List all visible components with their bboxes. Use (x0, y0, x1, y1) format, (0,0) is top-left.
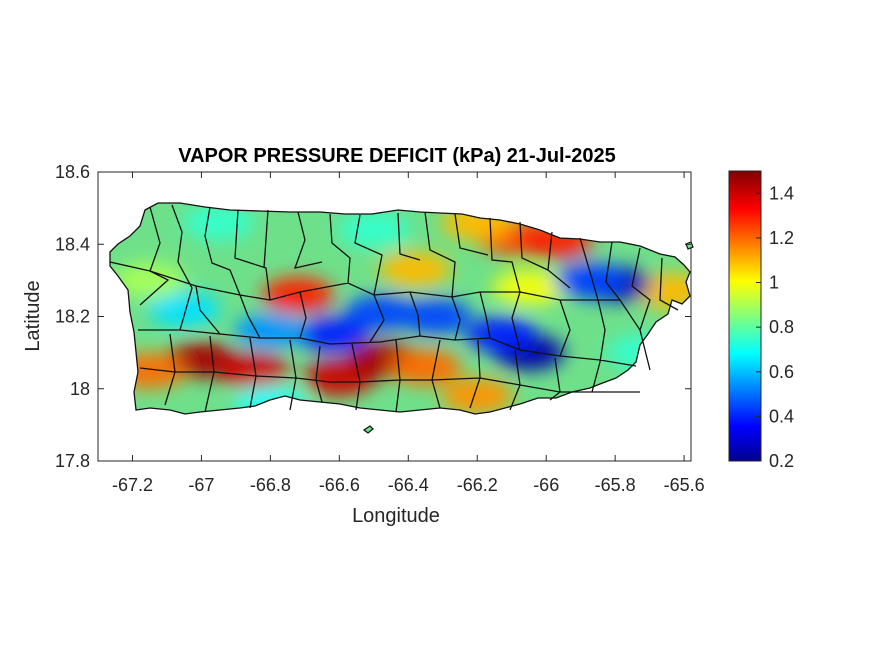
x-tick-label: -67.2 (112, 475, 153, 495)
y-axis-label: Latitude (22, 280, 44, 351)
x-tick-label: -66.4 (388, 475, 429, 495)
vpd-sample-19 (399, 298, 472, 335)
x-tick-label: -65.8 (595, 475, 636, 495)
vpd-sample-13 (492, 269, 565, 306)
heatmap-blobs (113, 204, 690, 414)
vpd-sample-4 (389, 349, 462, 386)
colorbar: 1.4 1.2 1 0.8 0.6 0.4 0.2 (728, 170, 794, 471)
x-tick-label: -66.8 (250, 475, 291, 495)
colorbar-tick-label: 0.2 (769, 451, 794, 471)
x-axis-label: Longitude (352, 505, 440, 527)
caja-de-muertos-islet (362, 425, 374, 434)
island-coastline (109, 202, 691, 415)
vpd-sample-17 (465, 316, 538, 353)
map-title: VAPOR PRESSURE DEFICIT (kPa) 21-Jul-2025 (178, 145, 616, 167)
colorbar-tick-label: 1 (769, 273, 779, 293)
municipal-boundaries (109, 202, 691, 415)
vpd-sample-22 (148, 291, 221, 328)
colorbar-ticks: 1.4 1.2 1 0.8 0.6 0.4 0.2 (756, 183, 794, 471)
colorbar-tick-label: 0.4 (769, 406, 794, 426)
colorbar-tick-label: 1.2 (769, 228, 794, 248)
colorbar-tick-label: 1.4 (769, 183, 794, 203)
vpd-sample-21 (234, 312, 307, 349)
x-tick-label: -66 (533, 475, 559, 495)
vpd-sample-1 (217, 352, 290, 389)
y-tick-label: 18.4 (55, 234, 90, 254)
colorbar-tick-label: 0.8 (769, 317, 794, 337)
vpd-sample-25 (113, 262, 186, 299)
colorbar-tick-label: 0.6 (769, 362, 794, 382)
vpd-sample-20 (296, 316, 369, 353)
x-tick-label: -67 (188, 475, 214, 495)
y-tick-label: 18.2 (55, 307, 90, 327)
x-tick-label: -66.6 (319, 475, 360, 495)
vpd-sample-5 (441, 377, 514, 414)
east-cay (685, 241, 694, 250)
y-axis: 18.6 18.4 18.2 18 17.8 (55, 162, 691, 471)
x-axis: -67.2 -67 -66.8 -66.6 -66.4 -66.2 -66 -65.8 -65.… (112, 172, 705, 495)
y-tick-label: 18.6 (55, 162, 90, 182)
colorbar-gradient (728, 170, 762, 462)
x-tick-label: -65.6 (664, 475, 705, 495)
y-tick-label: 18 (70, 379, 90, 399)
vpd-sample-8 (379, 251, 452, 288)
y-tick-label: 17.8 (55, 451, 90, 471)
vpd-sample-15 (555, 262, 628, 299)
x-tick-label: -66.2 (457, 475, 498, 495)
boundary-lines (109, 204, 679, 413)
vpd-sample-7 (261, 276, 334, 313)
